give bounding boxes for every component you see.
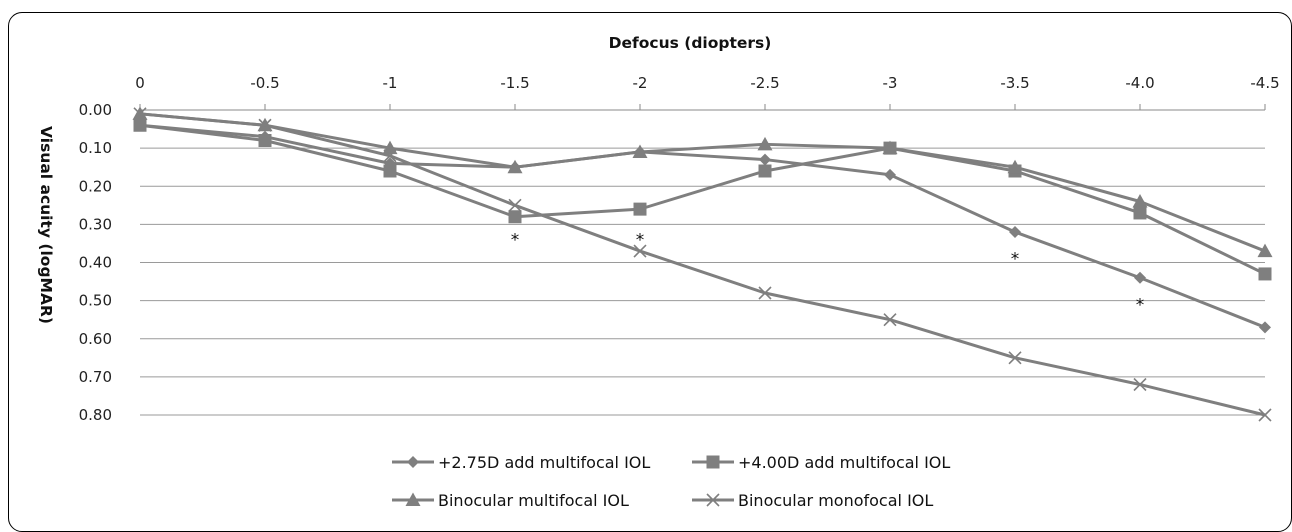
chart-frame [8, 12, 1292, 532]
legend-marker [706, 455, 720, 469]
data-point-series-1 [1009, 226, 1021, 238]
x-tick-label: -1.5 [500, 74, 529, 92]
legend-label: +4.00D add multifocal IOL [738, 453, 950, 472]
data-point-series-1 [884, 168, 896, 181]
x-tick-label: -4.5 [1250, 74, 1279, 92]
significance-markers: * * * * [511, 231, 1145, 316]
data-point-series-3 [1257, 243, 1273, 258]
legend-marker [407, 456, 419, 468]
significance-asterisk: * [1136, 295, 1145, 315]
legend-label: +2.75D add multifocal IOL [438, 453, 650, 472]
series-line-4 [139, 112, 1266, 417]
data-point-series-4 [1258, 408, 1272, 422]
data-point-series-2 [633, 202, 647, 216]
series-line-2 [139, 123, 1266, 276]
data-point-series-1 [1259, 321, 1271, 334]
legend-label: Binocular multifocal IOL [438, 491, 629, 510]
data-point-series-2 [133, 118, 147, 132]
significance-asterisk: * [1011, 250, 1020, 270]
x-tick-label: -3 [883, 74, 898, 92]
legend-item-3: Binocular multifocal IOL [392, 491, 629, 510]
x-tick-label: -2 [633, 74, 648, 92]
y-tick-label: 0.50 [79, 292, 112, 310]
y-tick-label: 0.80 [79, 406, 112, 424]
series-line-3 [139, 112, 1266, 253]
data-point-series-2 [1133, 206, 1147, 220]
series-lines [132, 106, 1273, 422]
x-tick-label: -0.5 [250, 74, 279, 92]
legend-marker [405, 492, 421, 506]
data-point-series-3 [1132, 194, 1148, 208]
x-tick-label: 0 [135, 74, 145, 92]
y-tick-label: 0.30 [79, 215, 112, 233]
legend-label: Binocular monofocal IOL [738, 491, 933, 510]
legend-marker [706, 493, 720, 507]
y-tick-label: 0.10 [79, 139, 112, 157]
data-point-series-4 [508, 198, 522, 212]
y-tick-label: 0.40 [79, 254, 112, 272]
y-tick-label: 0.70 [79, 368, 112, 386]
x-tick-label: -1 [383, 74, 398, 92]
data-point-series-3 [1007, 159, 1023, 174]
data-point-series-4 [758, 286, 772, 300]
x-tick-label: -2.5 [750, 74, 779, 92]
data-point-series-1 [1134, 271, 1146, 284]
significance-asterisk: * [636, 231, 645, 251]
data-point-series-4 [1133, 377, 1147, 392]
data-point-series-4 [1008, 351, 1022, 365]
data-point-series-2 [1258, 267, 1272, 281]
data-point-series-1 [759, 153, 771, 166]
data-point-series-2 [258, 134, 272, 147]
legend-item-4: Binocular monofocal IOL [692, 491, 933, 510]
gridlines [139, 104, 1266, 416]
y-axis-title: Visual acuity (logMAR) [37, 126, 55, 324]
data-point-series-4 [383, 149, 397, 163]
data-point-series-3 [757, 136, 773, 151]
data-point-series-4 [133, 107, 147, 121]
defocus-curve-chart: 0.00 0.10 0.20 0.30 0.40 0.50 0.60 0.70 0.80 0 -0.… [37, 34, 1280, 510]
data-point-series-4 [633, 244, 647, 258]
data-point-series-2 [758, 164, 772, 178]
legend-item-2: +4.00D add multifocal IOL [692, 453, 950, 472]
data-point-series-3 [632, 144, 648, 158]
y-tick-label: 0.60 [79, 330, 112, 348]
data-point-series-2 [508, 210, 522, 224]
legend-item-1: +2.75D add multifocal IOL [392, 453, 650, 472]
axis-ticks: 0.00 0.10 0.20 0.30 0.40 0.50 0.60 0.70 0.80 0 -0.… [79, 74, 1280, 424]
data-point-series-3 [507, 159, 523, 174]
data-point-series-4 [258, 118, 272, 132]
data-point-series-2 [383, 164, 397, 178]
significance-asterisk: * [511, 231, 520, 251]
series-line-1 [139, 123, 1266, 329]
x-axis-title: Defocus (diopters) [609, 34, 772, 52]
x-tick-label: -3.5 [1000, 74, 1029, 92]
data-point-series-3 [382, 140, 398, 155]
data-point-series-4 [883, 313, 897, 327]
x-tick-label: -4.0 [1125, 74, 1154, 92]
legend: +2.75D add multifocal IOL +4.00D add mult… [392, 453, 950, 510]
data-point-series-3 [882, 140, 898, 155]
y-tick-label: 0.00 [79, 101, 112, 119]
y-tick-label: 0.20 [79, 177, 112, 195]
